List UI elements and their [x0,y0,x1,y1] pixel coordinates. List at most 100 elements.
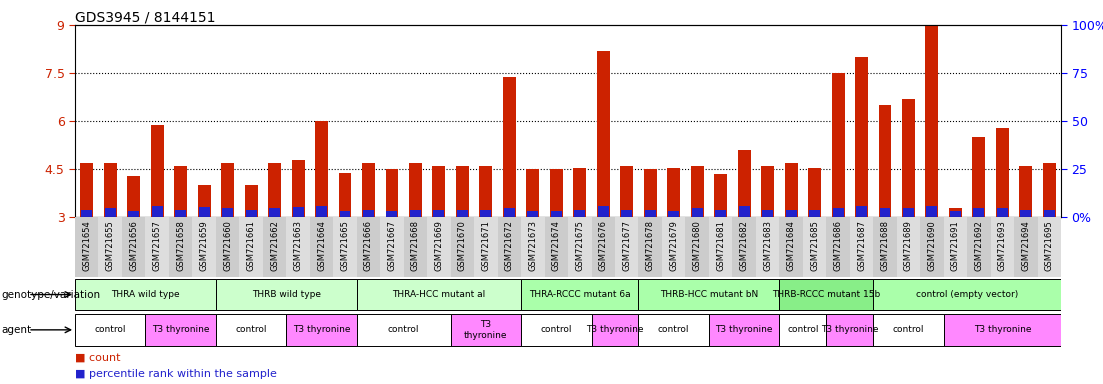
Bar [639,279,780,310]
Text: T3 thyronine: T3 thyronine [821,325,878,334]
Bar [197,185,211,217]
Text: GSM721684: GSM721684 [786,220,795,271]
Text: genotype/variation: genotype/variation [1,290,100,300]
Bar [263,217,287,277]
Text: GSM721672: GSM721672 [505,220,514,271]
Text: GSM721660: GSM721660 [223,220,232,271]
Bar [949,208,962,217]
Bar [780,217,803,277]
Bar [756,217,780,277]
Bar [738,150,750,217]
Text: GSM721690: GSM721690 [928,220,936,271]
Bar [849,217,874,277]
Bar [504,209,515,217]
Text: GSM721693: GSM721693 [998,220,1007,271]
Bar [521,279,639,310]
Text: GSM721657: GSM721657 [152,220,162,271]
Bar [803,217,826,277]
Bar [826,314,874,346]
Bar [715,210,726,217]
Bar [433,210,445,217]
Text: GSM721654: GSM721654 [83,220,92,271]
Bar [98,217,122,277]
Bar [481,210,491,217]
Bar [268,163,281,217]
Bar [732,217,756,277]
Bar [75,279,216,310]
Bar [75,314,146,346]
Text: control: control [540,325,572,334]
Bar [997,209,1008,217]
Bar [527,210,538,217]
Bar [645,210,655,217]
Bar [497,217,521,277]
Text: GSM721658: GSM721658 [176,220,185,271]
Bar [362,163,375,217]
Text: GDS3945 / 8144151: GDS3945 / 8144151 [75,10,215,24]
Text: GSM721685: GSM721685 [810,220,820,271]
Bar [127,176,140,217]
Bar [973,137,985,217]
Bar [216,279,356,310]
Text: GSM721683: GSM721683 [763,220,772,271]
Bar [784,163,797,217]
Bar [568,217,591,277]
Bar [709,314,780,346]
Bar [216,217,239,277]
Bar [591,217,615,277]
Bar [291,160,304,217]
Text: T3
thyronine: T3 thyronine [464,320,507,339]
Bar [739,207,750,217]
Text: THRA-HCC mutant al: THRA-HCC mutant al [393,290,485,299]
Bar [521,314,591,346]
Bar [427,217,451,277]
Bar [668,210,679,217]
Bar [690,166,704,217]
Text: GSM721665: GSM721665 [341,220,350,271]
Text: GSM721678: GSM721678 [645,220,655,271]
Text: GSM721661: GSM721661 [247,220,256,271]
Bar [709,217,732,277]
Bar [550,210,561,217]
Bar [432,166,446,217]
Bar [216,314,287,346]
Bar [879,209,890,217]
Bar [761,166,774,217]
Bar [310,217,333,277]
Bar [363,210,374,217]
Bar [386,210,397,217]
Text: control: control [658,325,689,334]
Bar [897,217,920,277]
Bar [855,57,868,217]
Text: T3 thyronine: T3 thyronine [974,325,1031,334]
Text: GSM721688: GSM721688 [880,220,889,271]
Bar [340,210,351,217]
Bar [1043,210,1054,217]
Bar [715,174,727,217]
Text: control: control [388,325,419,334]
Bar [128,210,139,217]
Bar [81,163,93,217]
Bar [269,209,280,217]
Text: T3 thyronine: T3 thyronine [716,325,773,334]
Bar [404,217,427,277]
Bar [550,169,563,217]
Bar [944,217,967,277]
Text: control: control [95,325,126,334]
Bar [151,124,163,217]
Text: T3 thyronine: T3 thyronine [292,325,351,334]
Bar [620,166,633,217]
Text: GSM721659: GSM721659 [200,220,208,271]
Bar [192,217,216,277]
Bar [199,207,210,217]
Bar [521,217,545,277]
Bar [944,314,1061,346]
Text: control: control [892,325,924,334]
Bar [639,217,662,277]
Text: GSM721692: GSM721692 [974,220,984,271]
Text: THRB-RCCC mutant 15b: THRB-RCCC mutant 15b [772,290,880,299]
Text: control (empty vector): control (empty vector) [917,290,1018,299]
Bar [662,217,685,277]
Bar [874,217,897,277]
Bar [239,217,263,277]
